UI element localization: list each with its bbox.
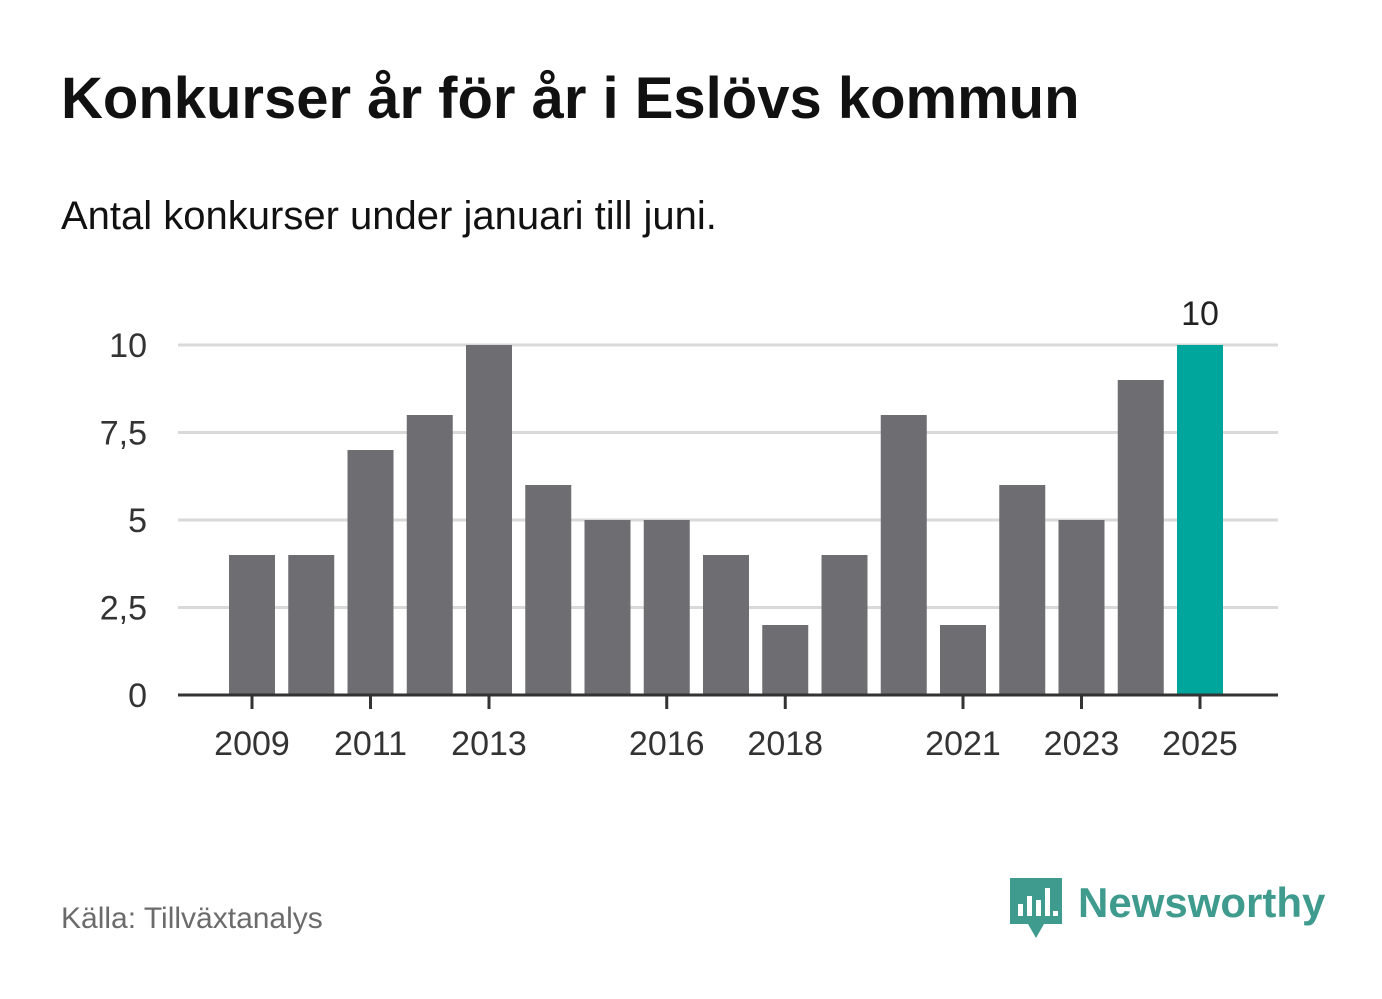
bar-2015: [584, 520, 631, 695]
bar-chart: 02,557,510 2009 2011 2013 2016 2018 2021 2023 2…: [100, 295, 1278, 763]
x-tick-label: 2023: [1044, 725, 1120, 763]
y-tick-label: 5: [128, 502, 147, 540]
bar-2025: [1177, 345, 1223, 695]
bar-2023: [1058, 520, 1105, 695]
bar-2010: [288, 555, 335, 695]
y-axis-ticks: 0 2,5 5 7,5 10: [100, 327, 147, 715]
x-tick-label: 2011: [334, 725, 407, 763]
x-tick-label: 2021: [925, 725, 1001, 763]
x-tick-label: 2013: [451, 725, 527, 763]
x-tick-label: 2009: [214, 725, 290, 763]
bar-2017: [703, 555, 749, 695]
y-tick-label: 0: [128, 677, 147, 715]
bar-2019: [821, 555, 868, 695]
bar-2018: [762, 625, 809, 695]
y-tick-label: 7,5: [100, 415, 147, 453]
x-axis-ticks: 2009 2011 2013 2016 2018 2021 2023 2025: [214, 695, 1238, 763]
bar-2011: [347, 450, 394, 695]
x-tick-label: 2016: [629, 725, 705, 763]
bars: [229, 345, 1223, 695]
bar-2013: [466, 345, 512, 695]
y-tick-label: 2,5: [100, 590, 147, 628]
bar-2024: [1117, 380, 1164, 695]
brand-name: Newsworthy: [1078, 879, 1326, 926]
bar-2021: [940, 625, 986, 695]
bar-2012: [406, 415, 453, 695]
data-labels: 10: [1181, 295, 1219, 333]
bar-2016: [643, 520, 690, 695]
source-note: Källa: Tillväxtanalys: [61, 902, 323, 935]
bar-2014: [525, 485, 572, 695]
chart-title: Konkurser år för år i Eslövs kommun: [61, 66, 1080, 131]
brand: Newsworthy: [1010, 878, 1325, 942]
bar-2022: [999, 485, 1046, 695]
x-tick-label: 2025: [1162, 725, 1238, 763]
bar-2009: [229, 555, 275, 695]
data-label: 10: [1181, 295, 1219, 333]
chart-subtitle: Antal konkurser under januari till juni.: [61, 194, 717, 238]
newsworthy-logo-icon: [1010, 878, 1062, 938]
x-tick-label: 2018: [747, 725, 823, 763]
y-tick-label: 10: [109, 327, 147, 365]
bar-2020: [880, 415, 927, 695]
